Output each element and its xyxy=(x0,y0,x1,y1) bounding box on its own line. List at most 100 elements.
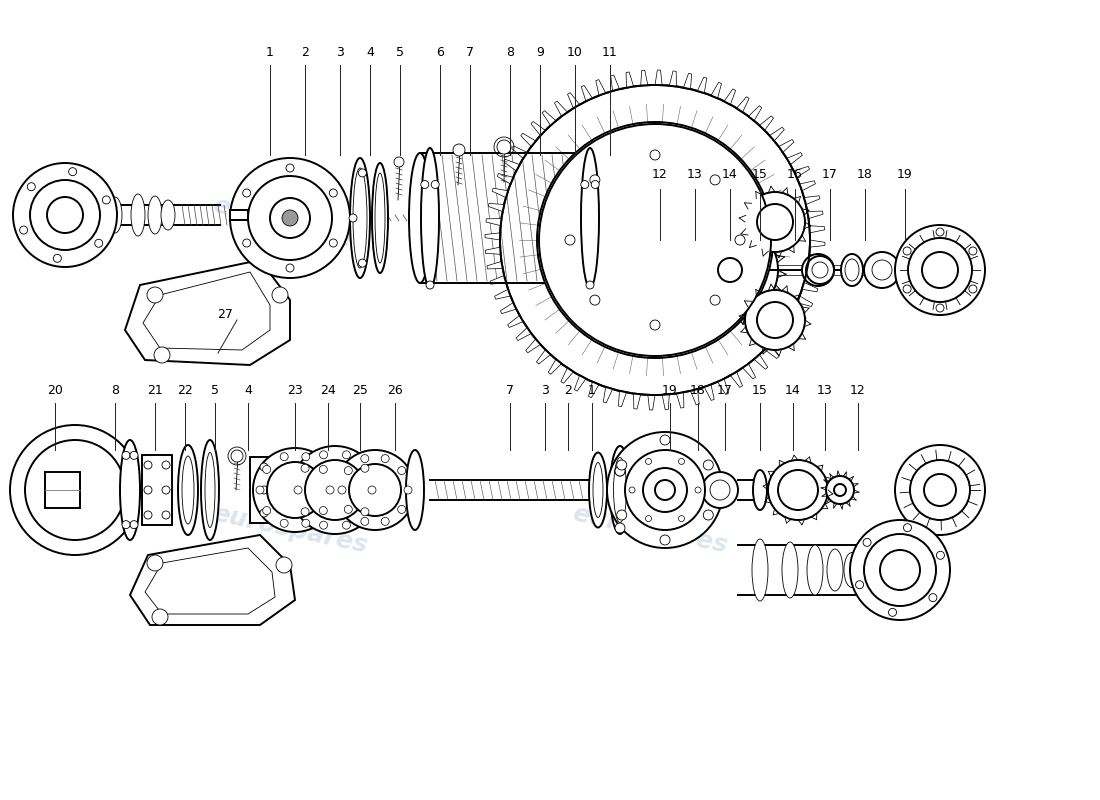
Ellipse shape xyxy=(375,173,385,263)
Circle shape xyxy=(426,281,434,289)
Circle shape xyxy=(162,461,170,469)
Polygon shape xyxy=(145,548,275,614)
Polygon shape xyxy=(485,247,501,254)
Circle shape xyxy=(615,523,625,533)
Circle shape xyxy=(718,250,758,290)
Circle shape xyxy=(20,226,28,234)
Circle shape xyxy=(344,506,352,514)
Polygon shape xyxy=(794,166,810,178)
Circle shape xyxy=(338,486,346,494)
Text: 5: 5 xyxy=(211,383,219,397)
Polygon shape xyxy=(626,72,634,88)
Circle shape xyxy=(319,506,328,514)
Polygon shape xyxy=(737,97,749,112)
Polygon shape xyxy=(603,387,613,403)
Circle shape xyxy=(757,204,793,240)
Circle shape xyxy=(928,594,937,602)
Text: 1: 1 xyxy=(588,383,596,397)
Text: 17: 17 xyxy=(717,383,733,397)
Circle shape xyxy=(13,163,117,267)
Ellipse shape xyxy=(845,259,859,281)
Circle shape xyxy=(130,451,138,459)
Circle shape xyxy=(895,445,984,535)
Circle shape xyxy=(256,486,264,494)
Polygon shape xyxy=(796,296,813,306)
Text: 23: 23 xyxy=(287,383,303,397)
Text: 20: 20 xyxy=(47,383,63,397)
Circle shape xyxy=(703,510,713,520)
Circle shape xyxy=(54,254,62,262)
Polygon shape xyxy=(130,535,295,625)
Bar xyxy=(230,210,248,220)
Circle shape xyxy=(711,175,720,185)
Ellipse shape xyxy=(178,445,198,535)
Circle shape xyxy=(154,347,170,363)
Polygon shape xyxy=(596,79,606,95)
Circle shape xyxy=(629,487,635,493)
Circle shape xyxy=(336,450,415,530)
Text: 19: 19 xyxy=(662,383,678,397)
Polygon shape xyxy=(783,322,799,334)
Circle shape xyxy=(162,486,170,494)
Text: 8: 8 xyxy=(506,46,514,58)
Circle shape xyxy=(726,258,750,282)
Ellipse shape xyxy=(120,440,140,540)
Circle shape xyxy=(320,451,328,459)
Circle shape xyxy=(745,192,805,252)
Ellipse shape xyxy=(161,200,175,230)
Polygon shape xyxy=(542,110,556,126)
Polygon shape xyxy=(759,116,773,130)
Text: 1: 1 xyxy=(266,46,274,58)
Circle shape xyxy=(590,175,600,185)
Polygon shape xyxy=(548,359,562,374)
Polygon shape xyxy=(807,211,823,218)
Text: 2: 2 xyxy=(564,383,572,397)
Ellipse shape xyxy=(353,168,367,268)
Polygon shape xyxy=(648,395,654,410)
Polygon shape xyxy=(581,86,593,102)
Text: 7: 7 xyxy=(506,383,514,397)
Circle shape xyxy=(344,466,352,474)
Circle shape xyxy=(607,432,723,548)
Circle shape xyxy=(47,197,82,233)
Polygon shape xyxy=(618,391,627,406)
Circle shape xyxy=(864,252,900,288)
Ellipse shape xyxy=(406,450,424,530)
Circle shape xyxy=(305,460,365,520)
Polygon shape xyxy=(770,127,784,141)
Circle shape xyxy=(936,551,945,559)
Circle shape xyxy=(320,521,328,529)
Polygon shape xyxy=(574,375,586,391)
Circle shape xyxy=(864,534,936,606)
Circle shape xyxy=(263,466,271,474)
Circle shape xyxy=(660,535,670,545)
Circle shape xyxy=(382,518,389,526)
Circle shape xyxy=(253,448,337,532)
Polygon shape xyxy=(748,106,762,121)
Circle shape xyxy=(144,511,152,519)
Circle shape xyxy=(591,181,600,189)
Polygon shape xyxy=(669,71,676,86)
Circle shape xyxy=(695,487,701,493)
Circle shape xyxy=(398,506,406,514)
Ellipse shape xyxy=(782,542,797,598)
Polygon shape xyxy=(676,392,684,408)
Polygon shape xyxy=(810,240,825,247)
Polygon shape xyxy=(512,146,527,158)
Polygon shape xyxy=(561,368,573,383)
Polygon shape xyxy=(610,75,619,91)
Polygon shape xyxy=(568,93,580,108)
Polygon shape xyxy=(711,82,722,98)
Circle shape xyxy=(144,486,152,494)
Polygon shape xyxy=(516,327,531,341)
Circle shape xyxy=(272,287,288,303)
Circle shape xyxy=(382,454,389,462)
Text: 18: 18 xyxy=(690,383,706,397)
Circle shape xyxy=(625,450,705,530)
Circle shape xyxy=(294,486,302,494)
Polygon shape xyxy=(717,378,728,394)
Circle shape xyxy=(924,474,956,506)
Circle shape xyxy=(280,453,288,461)
Text: 19: 19 xyxy=(898,169,913,182)
Circle shape xyxy=(342,521,351,529)
